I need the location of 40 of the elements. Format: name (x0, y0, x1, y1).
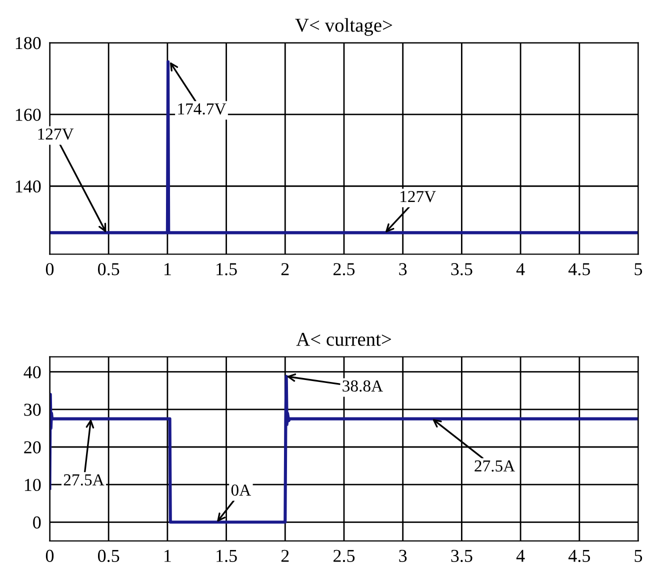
annotation: 127V (400, 190, 436, 202)
annotation: 0A (231, 484, 252, 496)
x-tick-label: 1.5 (216, 550, 237, 562)
x-tick-label: 1 (164, 550, 171, 562)
annotation: 127V (38, 128, 74, 140)
x-tick-label: 0.5 (98, 263, 120, 276)
x-tick-label: 2 (281, 550, 289, 562)
x-tick-label: 3 (399, 263, 407, 276)
x-tick-label: 5 (634, 550, 642, 562)
x-tick-label: 0 (46, 550, 54, 562)
x-tick-label: 2.5 (334, 263, 355, 276)
chart-title: V< voltage> (295, 18, 392, 36)
y-tick-label: 140 (16, 180, 41, 193)
annotation: 38.8A (342, 380, 383, 392)
y-tick-label: 160 (16, 108, 41, 121)
y-tick-label: 20 (24, 441, 41, 454)
y-tick-label: 180 (16, 37, 41, 50)
y-tick-label: 30 (24, 404, 41, 416)
x-tick-label: 0 (46, 263, 54, 276)
x-tick-label: 0.5 (98, 550, 120, 562)
chart-title: A< current> (296, 332, 392, 346)
x-tick-label: 3.5 (451, 263, 472, 276)
x-tick-label: 3.5 (451, 550, 472, 562)
y-tick-label: 0 (33, 516, 41, 529)
x-tick-label: 4 (516, 263, 525, 276)
x-tick-label: 1.5 (216, 263, 237, 276)
x-tick-label: 2 (281, 263, 289, 276)
x-tick-label: 1 (164, 263, 171, 276)
y-tick-label: 10 (24, 478, 41, 492)
annotation: 27.5A (474, 460, 516, 472)
x-tick-label: 5 (634, 263, 642, 276)
x-tick-label: 2.5 (334, 550, 355, 562)
x-tick-label: 4.5 (568, 550, 590, 562)
x-tick-label: 4 (516, 550, 525, 562)
line-series (50, 374, 638, 524)
annotation: 27.5A (64, 474, 104, 486)
annotation: 174.7V (178, 103, 226, 115)
x-tick-label: 3 (399, 550, 407, 562)
x-tick-label: 4.5 (568, 263, 590, 276)
y-tick-label: 40 (24, 366, 41, 378)
